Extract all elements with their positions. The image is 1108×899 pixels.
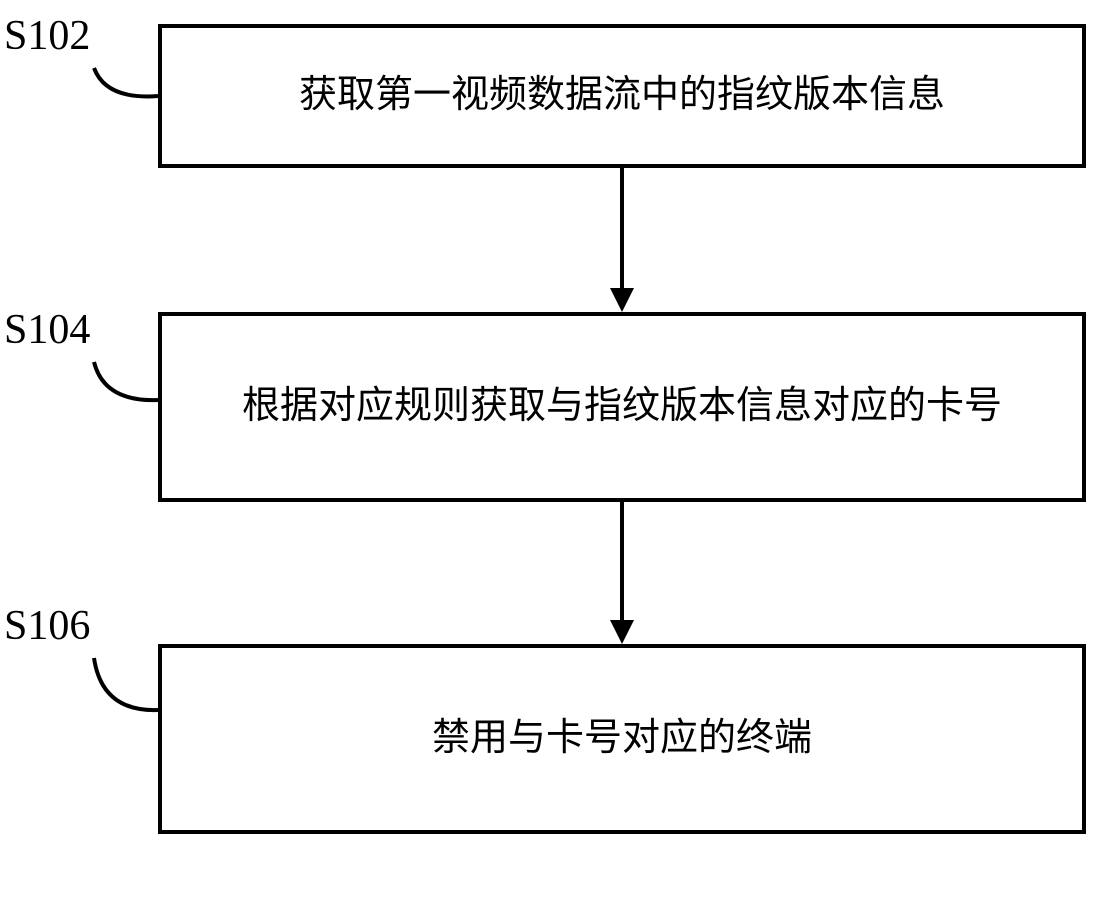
flowchart-canvas: S102 S104 S106 获取第一视频数据流中的指纹版本信息 根据对应规则获… xyxy=(0,0,1108,899)
arrow-n2-n3 xyxy=(0,0,1108,899)
